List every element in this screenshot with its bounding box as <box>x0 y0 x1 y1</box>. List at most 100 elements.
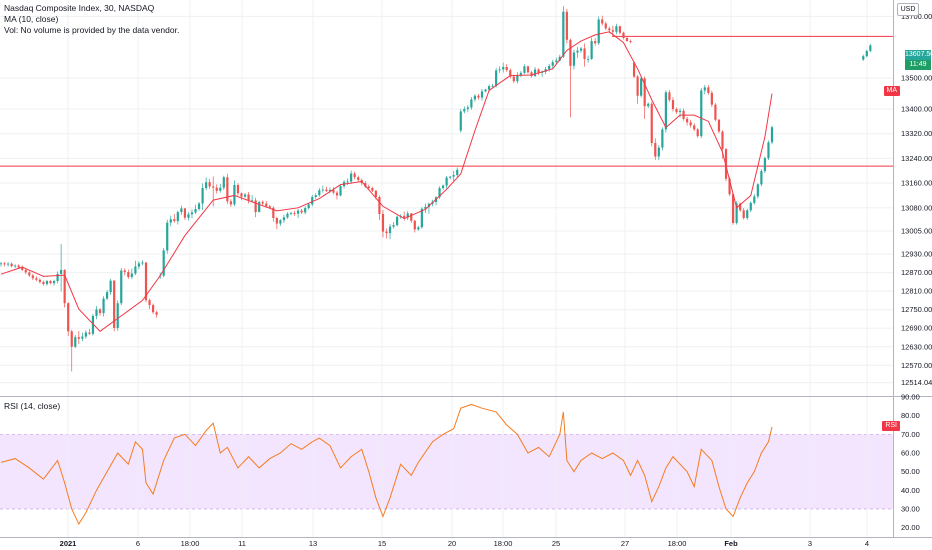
candle <box>201 183 204 210</box>
candle <box>339 184 342 197</box>
candle-body <box>265 203 268 207</box>
candle-body <box>212 186 215 188</box>
candle <box>473 94 477 102</box>
candle <box>311 194 314 207</box>
candle <box>749 201 752 213</box>
candle <box>222 175 225 190</box>
volume-note: Vol: No volume is provided by the data v… <box>4 25 180 35</box>
rsi-axis-label: 70.00 <box>901 430 920 439</box>
candle <box>70 329 73 372</box>
candle <box>392 222 395 229</box>
candle-body <box>151 305 155 313</box>
candle-body <box>247 194 250 201</box>
candle <box>502 62 505 73</box>
candle-body <box>396 216 399 226</box>
candle <box>325 186 328 193</box>
candle-body <box>371 188 374 191</box>
candle-body <box>459 111 462 131</box>
candle-recent <box>862 54 865 61</box>
rsi-axis-label: 20.00 <box>901 523 920 532</box>
candle <box>385 228 388 239</box>
candle-body <box>562 11 565 57</box>
candle <box>618 25 622 35</box>
candle <box>6 262 10 267</box>
candle <box>296 209 300 218</box>
candle-body <box>622 32 625 38</box>
candle-body <box>647 103 650 107</box>
candle-body <box>169 219 172 223</box>
candle-body <box>332 189 335 193</box>
candle <box>289 211 293 216</box>
price-axis-label: 12570.00 <box>901 361 932 370</box>
candle <box>42 280 45 286</box>
time-axis-label: 15 <box>378 539 386 548</box>
candle-body <box>56 273 59 281</box>
candle-body <box>403 215 406 218</box>
candle <box>647 102 650 109</box>
candle <box>565 8 568 44</box>
rsi-line <box>0 403 773 525</box>
candle <box>357 175 360 182</box>
last-price-tag: 13607.50 <box>905 50 932 60</box>
candle-body <box>275 217 278 224</box>
candle <box>445 176 448 189</box>
candle-body <box>487 86 491 90</box>
price-axis-label: 12810.00 <box>901 287 932 296</box>
candle-body <box>176 212 179 222</box>
candle <box>282 214 286 223</box>
candle-body <box>74 337 77 347</box>
candle-body <box>364 183 367 187</box>
candle <box>49 280 52 285</box>
ma-indicator-label[interactable]: MA (10, close) <box>4 14 59 24</box>
time-axis-label: 25 <box>552 539 560 548</box>
candle-body <box>194 209 197 213</box>
candle-body <box>441 185 445 189</box>
candle <box>569 38 572 118</box>
candle-body <box>229 201 232 205</box>
candle <box>98 307 102 316</box>
candle <box>555 57 558 65</box>
candle <box>675 107 678 114</box>
candle-body <box>350 173 353 182</box>
price-axis-label: 13005.00 <box>901 226 932 235</box>
candle-body <box>661 129 664 148</box>
candle-body <box>615 26 618 32</box>
candle-body <box>49 280 52 284</box>
candle <box>601 15 604 26</box>
candle <box>512 74 515 84</box>
candle <box>60 243 63 292</box>
candle <box>208 178 211 189</box>
candle-body <box>226 177 229 202</box>
candle <box>81 332 84 342</box>
candle-body <box>519 72 522 76</box>
candle-body <box>594 41 597 44</box>
candle <box>604 21 607 31</box>
candle <box>551 59 554 69</box>
candle-body <box>512 76 515 82</box>
candle <box>3 261 6 267</box>
candle-body <box>865 50 868 57</box>
candle-body <box>700 90 703 137</box>
candle <box>562 6 565 59</box>
candle <box>243 192 247 198</box>
time-axis-label: 18:00 <box>181 539 200 548</box>
candle <box>576 46 579 58</box>
candle-body <box>516 75 519 82</box>
candle-body <box>763 158 767 172</box>
candle-body <box>70 331 73 347</box>
rsi-indicator-label[interactable]: RSI (14, close) <box>4 401 61 411</box>
candle-recent <box>869 44 872 53</box>
price-axis-label: 12930.00 <box>901 250 932 259</box>
currency-button[interactable]: USD <box>897 3 919 16</box>
candle <box>307 203 310 210</box>
candle-body <box>197 203 201 210</box>
candle <box>318 188 321 197</box>
candle-body <box>862 56 865 60</box>
candle <box>530 70 533 78</box>
candle <box>300 209 303 214</box>
candle <box>449 176 452 180</box>
candle-body <box>686 118 689 123</box>
candle-body <box>721 131 724 150</box>
candle-body <box>215 187 218 191</box>
